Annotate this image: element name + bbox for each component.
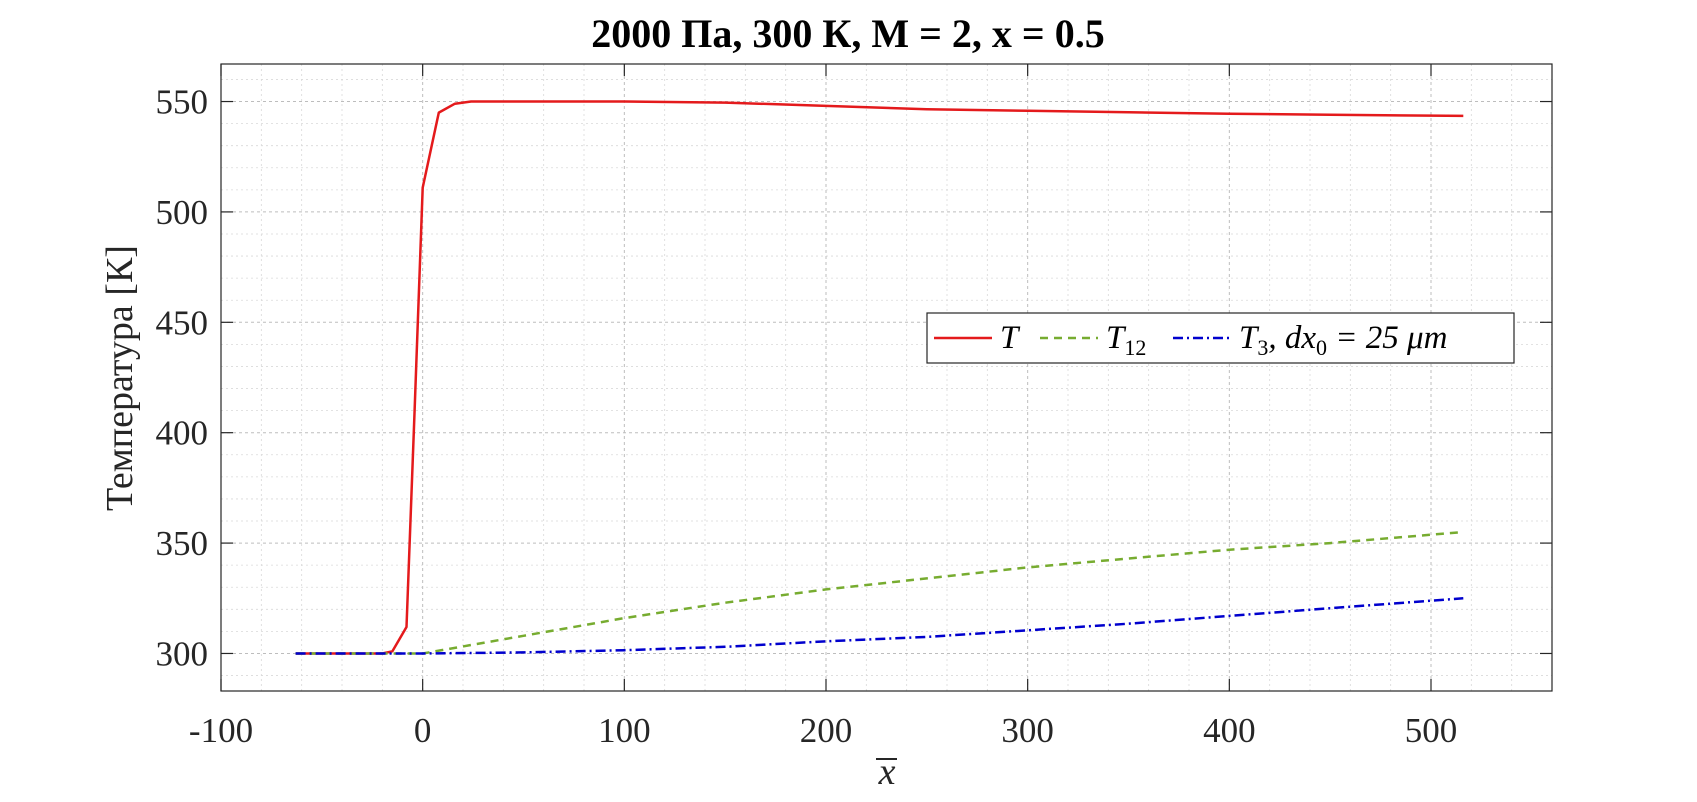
- legend: T T12 T3, dx0 = 25 μm: [926, 312, 1515, 364]
- series-layer: [295, 100, 1464, 655]
- x-axis-label-group: x: [876, 751, 897, 793]
- y-tick-label: 400: [156, 414, 209, 453]
- series-line-t3: [295, 597, 1464, 655]
- legend-label-t3: T3, dx0 = 25 μm: [1239, 320, 1447, 360]
- x-tick-label: 0: [414, 711, 432, 750]
- plot-frame: [220, 63, 1553, 692]
- y-tick-label: 300: [156, 634, 209, 673]
- x-tick-label: 300: [1001, 711, 1054, 750]
- x-tick-label: 400: [1203, 711, 1256, 750]
- x-tick-label: 100: [598, 711, 651, 750]
- y-tick-label: 450: [156, 303, 209, 342]
- legend-label-t: T: [1000, 320, 1021, 356]
- ticks: [220, 64, 1552, 691]
- y-axis-label: Температура [К]: [99, 245, 141, 511]
- minor-grid: [221, 64, 1553, 691]
- legend-label-t12: T12: [1106, 320, 1146, 360]
- series-line-t12: [295, 530, 1464, 655]
- x-tick-label: -100: [189, 711, 253, 750]
- x-tick-label: 500: [1405, 711, 1458, 750]
- y-tick-label: 550: [156, 83, 209, 122]
- x-tick-labels: -100 0 100 200 300 400 500: [189, 711, 1457, 750]
- major-grid: [220, 64, 1552, 691]
- chart-title: 2000 Па, 300 К, M = 2, x = 0.5: [591, 11, 1104, 56]
- y-tick-label: 500: [156, 193, 209, 232]
- x-axis-label: x: [878, 751, 896, 793]
- x-tick-label: 200: [800, 711, 853, 750]
- y-tick-label: 350: [156, 524, 209, 563]
- series-line-t: [295, 100, 1464, 655]
- y-tick-labels: 300 350 400 450 500 550: [156, 83, 209, 674]
